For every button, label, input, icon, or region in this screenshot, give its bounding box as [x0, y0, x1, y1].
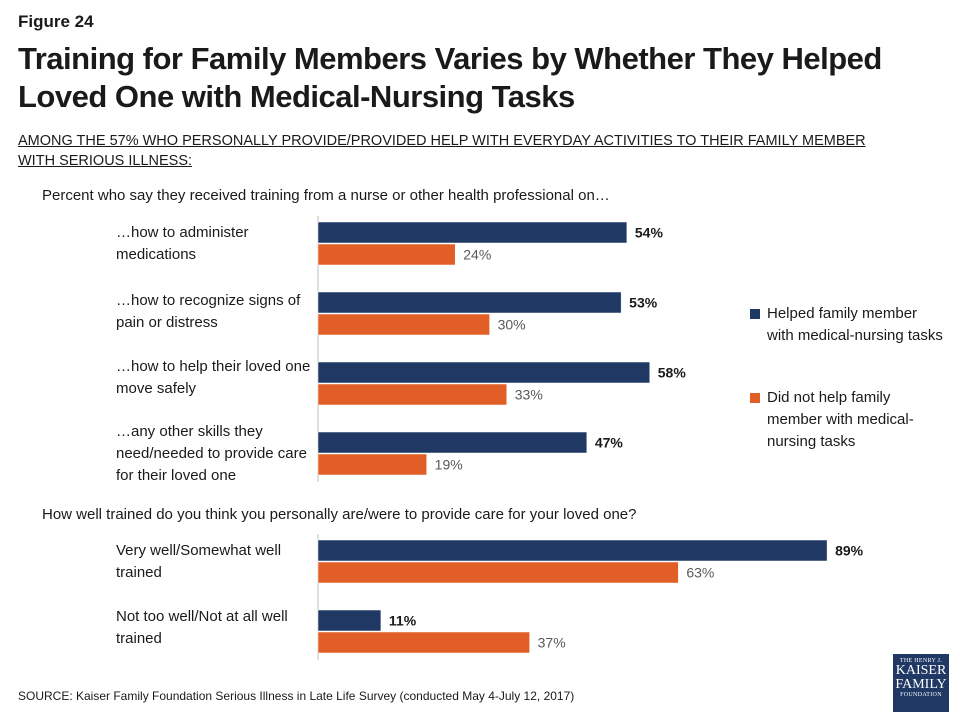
legend-label-not-helped: Did not help family member with medical-… — [767, 389, 914, 450]
category-label-move-safely: …how to help their loved one move safely — [116, 358, 311, 397]
category-label-recognize-pain: …how to recognize signs of pain or distr… — [116, 292, 301, 331]
bar-not-helped-1 — [317, 313, 490, 336]
bar-helped-4 — [317, 539, 828, 562]
logo-line-4: FOUNDATION — [900, 692, 942, 698]
source-note: SOURCE: Kaiser Family Foundation Serious… — [18, 689, 575, 703]
data-label-not-helped-5: 37% — [538, 635, 566, 651]
data-label-not-helped-4: 63% — [686, 565, 714, 581]
legend-label-helped: Helped family member with medical-nursin… — [767, 305, 943, 344]
bar-helped-3 — [317, 431, 588, 454]
data-label-not-helped-1: 30% — [498, 317, 526, 333]
logo-line-3: FAMILY — [895, 677, 947, 692]
data-label-not-helped-3: 19% — [435, 457, 463, 473]
data-label-not-helped-0: 24% — [463, 247, 491, 263]
logo-line-2: KAISER — [895, 663, 947, 678]
bar-not-helped-4 — [317, 561, 679, 584]
bar-helped-1 — [317, 291, 622, 314]
logo-line-1: THE HENRY J. — [899, 658, 943, 664]
data-label-helped-4: 89% — [835, 543, 864, 559]
category-label-administer-medications: …how to administer medications — [116, 224, 249, 263]
kff-logo: THE HENRY J. KAISER FAMILY FOUNDATION — [893, 654, 949, 712]
question-well-trained: How well trained do you think you person… — [42, 506, 637, 523]
data-label-helped-0: 54% — [635, 225, 664, 241]
figure-label: Figure 24 — [18, 12, 94, 31]
data-label-helped-1: 53% — [629, 295, 658, 311]
chart-title: Training for Family Members Varies by Wh… — [18, 41, 882, 114]
question-training: Percent who say they received training f… — [42, 187, 610, 204]
data-label-helped-3: 47% — [595, 435, 624, 451]
bar-not-helped-3 — [317, 453, 427, 476]
data-label-not-helped-2: 33% — [515, 387, 543, 403]
bar-not-helped-5 — [317, 631, 530, 654]
bar-not-helped-0 — [317, 243, 456, 266]
legend-swatch-not-helped — [750, 393, 760, 403]
data-label-helped-5: 11% — [389, 613, 417, 629]
legend-swatch-helped — [750, 309, 760, 319]
category-label-not-well-trained: Not too well/Not at all well trained — [116, 608, 288, 647]
category-label-other-skills: …any other skills they need/needed to pr… — [116, 423, 307, 484]
bar-helped-5 — [317, 609, 382, 632]
bar-not-helped-2 — [317, 383, 508, 406]
bar-helped-2 — [317, 361, 651, 384]
bar-helped-0 — [317, 221, 628, 244]
category-label-very-well-trained: Very well/Somewhat well trained — [116, 542, 282, 581]
data-label-helped-2: 58% — [658, 365, 687, 381]
chart-subtitle: AMONG THE 57% WHO PERSONALLY PROVIDE/PRO… — [18, 133, 866, 169]
